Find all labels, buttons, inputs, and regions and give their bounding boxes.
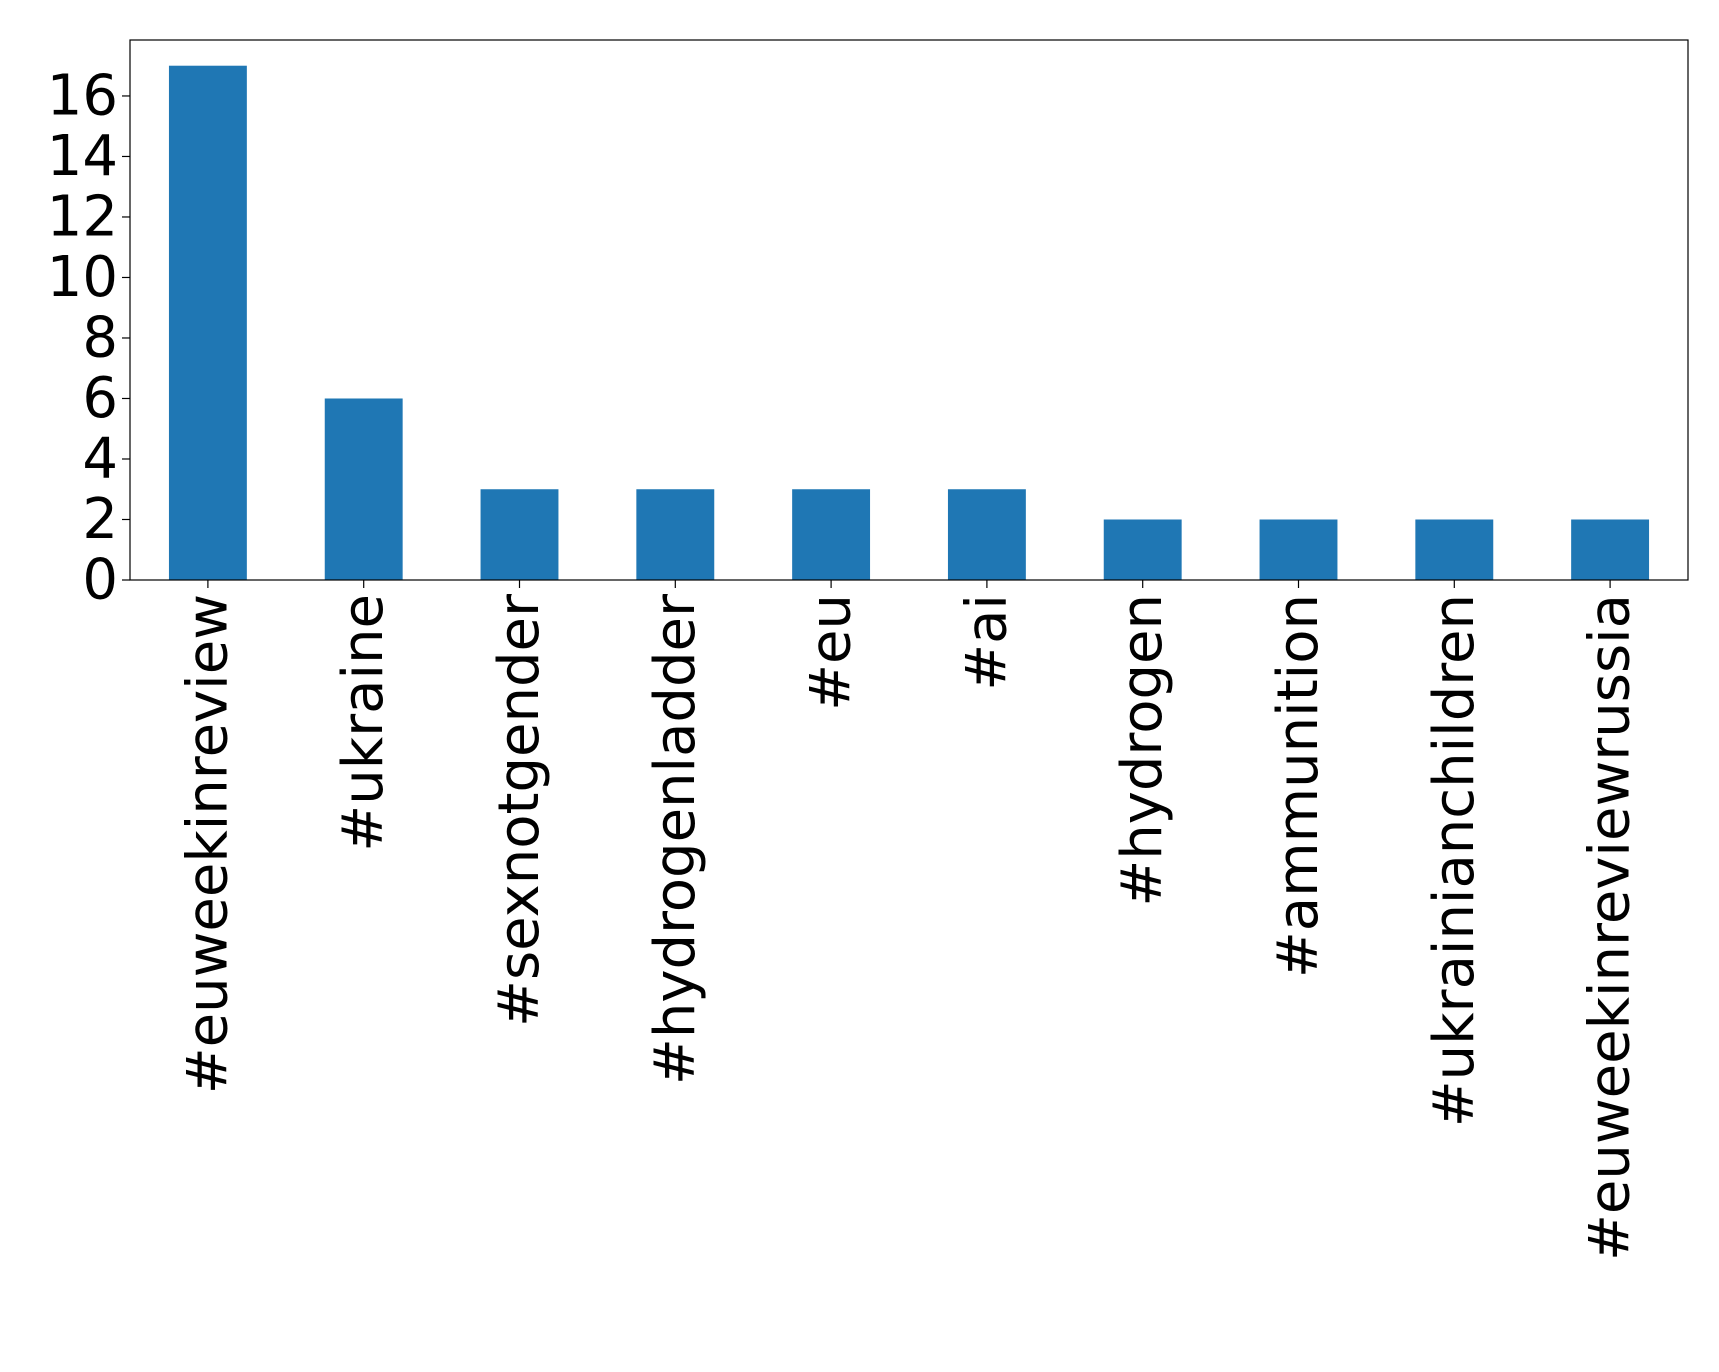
- x-tick-label-2: #sexnotgender: [487, 593, 552, 1027]
- bar-7: [1259, 519, 1338, 580]
- bar-0: [168, 65, 247, 580]
- y-tick-label-8: 8: [82, 305, 118, 370]
- bar-8: [1415, 519, 1494, 580]
- x-tick-label-8: #ukrainianchildren: [1422, 594, 1487, 1127]
- bar-5: [947, 489, 1026, 580]
- plot-area-frame: [129, 39, 1689, 581]
- bars-layer: [168, 65, 1650, 580]
- bar-4: [792, 489, 871, 580]
- x-tick-label-4: #eu: [799, 594, 864, 711]
- bar-6: [1103, 519, 1182, 580]
- bar-2: [480, 489, 559, 580]
- x-tick-label-3: #hydrogenladder: [643, 593, 708, 1085]
- bar-9: [1571, 519, 1650, 580]
- x-tick-label-0: #euweekinreview: [175, 594, 240, 1094]
- y-tick-label-6: 6: [82, 366, 118, 431]
- x-tick-label-9: #euweekinreviewrussia: [1578, 594, 1643, 1261]
- y-tick-label-14: 14: [47, 124, 118, 189]
- y-tick-label-4: 4: [82, 426, 118, 491]
- bar-3: [636, 489, 715, 580]
- y-tick-label-10: 10: [47, 245, 118, 310]
- x-tick-label-5: #ai: [954, 594, 1019, 691]
- y-tick-label-2: 2: [82, 487, 118, 552]
- x-axis: #euweekinreview #ukraine #sexnotgender #hyd…: [175, 580, 1643, 1261]
- bar-1: [324, 398, 403, 580]
- x-tick-label-1: #ukraine: [331, 594, 396, 852]
- x-tick-label-6: #hydrogen: [1110, 594, 1175, 907]
- y-tick-label-16: 16: [47, 63, 118, 128]
- y-tick-label-12: 12: [47, 184, 118, 249]
- x-tick-label-7: #ammunition: [1266, 594, 1331, 978]
- y-tick-label-0: 0: [82, 548, 118, 613]
